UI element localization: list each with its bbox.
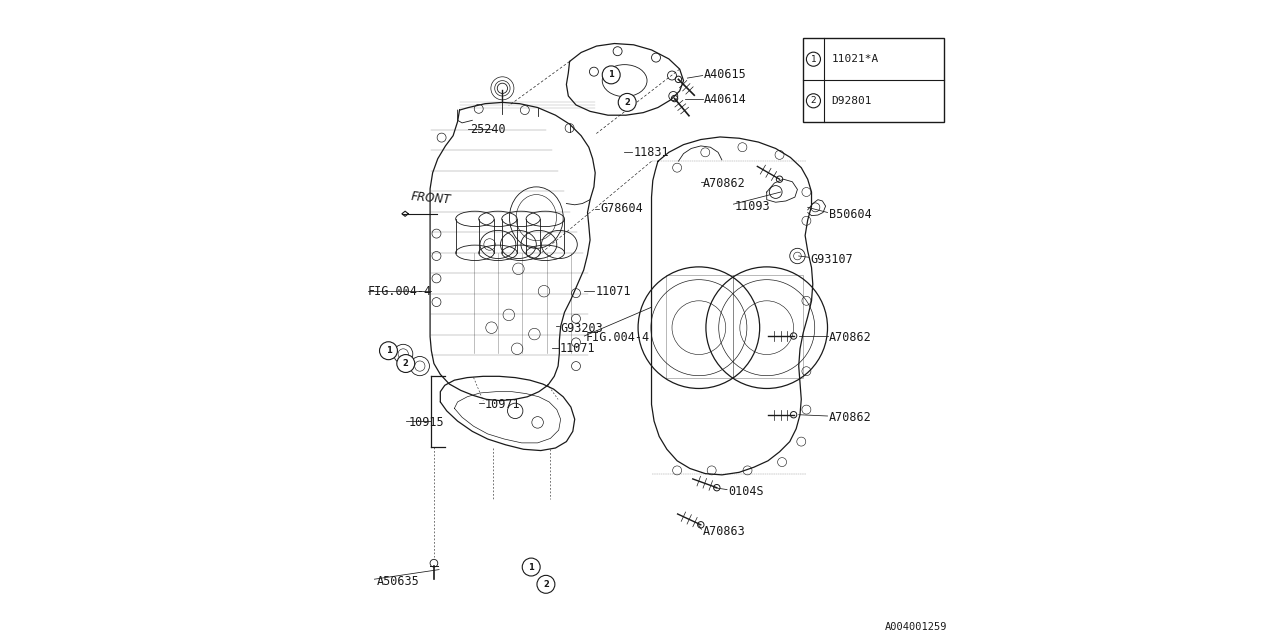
Text: 0104S: 0104S (728, 485, 764, 498)
Text: A40615: A40615 (704, 68, 746, 81)
Text: 11093: 11093 (735, 200, 771, 212)
Text: 2: 2 (625, 98, 630, 107)
Text: FIG.004-4: FIG.004-4 (369, 285, 433, 298)
Circle shape (522, 558, 540, 576)
Text: 11021*A: 11021*A (832, 54, 878, 64)
Text: A70862: A70862 (829, 411, 872, 424)
Text: 11071: 11071 (561, 342, 595, 355)
Text: A70863: A70863 (703, 525, 745, 538)
Text: 2: 2 (810, 96, 817, 106)
Text: 1: 1 (529, 563, 534, 572)
Text: A50635: A50635 (376, 575, 419, 588)
Text: 2: 2 (543, 580, 549, 589)
Text: G93203: G93203 (561, 322, 603, 335)
Circle shape (806, 93, 820, 108)
Circle shape (397, 355, 415, 372)
Text: B50604: B50604 (829, 208, 872, 221)
Circle shape (380, 342, 397, 360)
Text: 11831: 11831 (634, 146, 669, 159)
Text: FIG.004-4: FIG.004-4 (585, 332, 650, 344)
Text: A70862: A70862 (829, 331, 872, 344)
Text: 1: 1 (810, 54, 817, 64)
Text: D92801: D92801 (832, 96, 872, 106)
Text: 25240: 25240 (471, 123, 506, 136)
Text: 1: 1 (385, 346, 392, 355)
Text: A004001259: A004001259 (884, 622, 947, 632)
Text: 2: 2 (403, 359, 408, 368)
Text: A40614: A40614 (704, 93, 746, 106)
Text: 10915: 10915 (408, 416, 444, 429)
Text: 1: 1 (608, 70, 614, 79)
Text: 11071: 11071 (595, 285, 631, 298)
Circle shape (806, 52, 820, 66)
Circle shape (538, 575, 556, 593)
Text: FRONT: FRONT (410, 189, 452, 206)
Text: G93107: G93107 (810, 253, 852, 266)
Text: G78604: G78604 (600, 202, 643, 215)
Circle shape (603, 66, 621, 84)
Bar (804, 38, 945, 122)
Circle shape (618, 93, 636, 111)
Text: 10971: 10971 (485, 398, 521, 411)
Text: A70862: A70862 (703, 177, 745, 190)
